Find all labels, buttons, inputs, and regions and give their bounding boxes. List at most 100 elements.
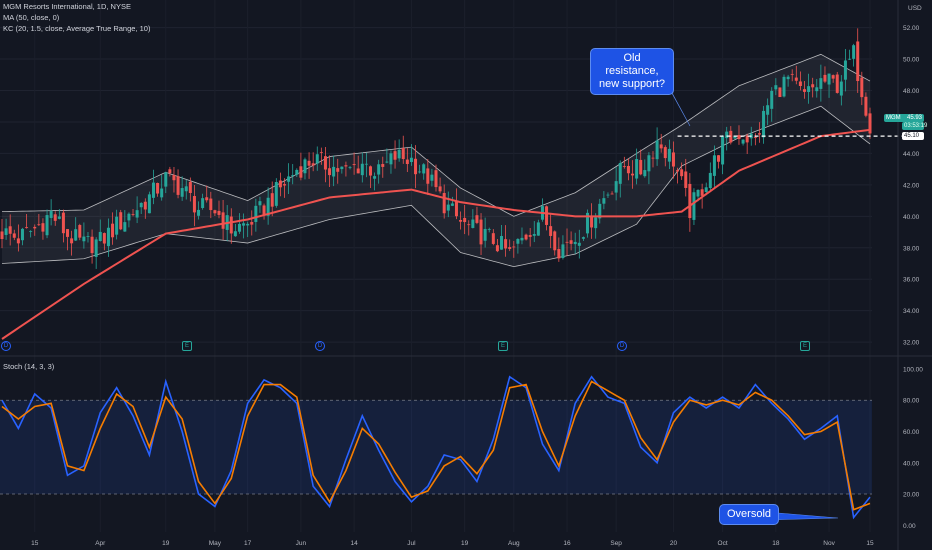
candle-body: [229, 216, 233, 234]
candle-body: [111, 223, 115, 238]
time-tick-label: Aug: [508, 540, 520, 547]
candle-body: [553, 231, 557, 251]
candle-body: [475, 215, 479, 223]
candle-body: [479, 219, 483, 245]
candle-body: [860, 77, 864, 98]
candle-body: [585, 212, 589, 234]
price-tick-label: 44.00: [903, 151, 920, 158]
candle-body: [508, 247, 512, 249]
candle-body: [766, 105, 770, 115]
candle-body: [364, 163, 368, 165]
candle-body: [221, 212, 225, 229]
candle-body: [106, 227, 110, 247]
candle-body: [217, 210, 221, 215]
candle-body: [360, 163, 364, 176]
candle-body: [94, 239, 98, 257]
stoch-tick-label: 100.00: [903, 366, 923, 373]
ma-legend[interactable]: MA (50, close, 0): [3, 13, 60, 22]
candle-body: [397, 149, 401, 159]
candle-body: [721, 136, 725, 165]
candle-body: [184, 186, 188, 192]
candle-body: [438, 186, 442, 192]
symbol-title[interactable]: MGM Resorts International, 1D, NYSE: [3, 2, 131, 11]
candle-body: [340, 166, 344, 170]
candle-body: [86, 236, 90, 237]
candle-body: [549, 226, 553, 236]
stoch-k-line: [1, 375, 871, 520]
candle-body: [0, 231, 4, 240]
price-tick-label: 34.00: [903, 308, 920, 315]
dividend-icon[interactable]: D: [1, 341, 11, 351]
candle-body: [66, 229, 70, 237]
stoch-legend[interactable]: Stoch (14, 3, 3): [3, 362, 55, 371]
candle-body: [454, 200, 458, 217]
candle-body: [78, 225, 82, 238]
price-tick-label: 32.00: [903, 340, 920, 347]
candle-body: [774, 85, 778, 90]
candle-body: [70, 238, 74, 244]
candle-body: [131, 214, 135, 215]
candle-body: [356, 168, 360, 174]
candle-body: [827, 73, 831, 85]
earnings-icon[interactable]: E: [800, 341, 810, 351]
candle-body: [442, 192, 446, 214]
earnings-icon[interactable]: E: [182, 341, 192, 351]
candle-body: [135, 210, 139, 218]
dividend-icon[interactable]: D: [315, 341, 325, 351]
candle-body: [782, 76, 786, 97]
candle-body: [811, 84, 815, 88]
candle-body: [688, 183, 692, 219]
candle-body: [843, 60, 847, 80]
time-tick-label: 14: [350, 540, 358, 547]
earnings-icon[interactable]: E: [498, 341, 508, 351]
candle-body: [25, 227, 29, 229]
currency-label[interactable]: USD: [908, 5, 922, 12]
candle-body: [532, 234, 536, 236]
candle-body: [139, 202, 143, 208]
last-price: 45.93: [906, 115, 922, 121]
candle-body: [712, 155, 716, 176]
candle-body: [422, 164, 426, 174]
candle-body: [151, 182, 155, 198]
kc-legend[interactable]: KC (20, 1.5, close, Average True Range, …: [3, 24, 151, 33]
candle-body: [237, 223, 241, 232]
candle-body: [459, 219, 463, 222]
candle-body: [180, 188, 184, 197]
candle-body: [848, 58, 852, 60]
candle-body: [434, 170, 438, 188]
candle-body: [651, 157, 655, 159]
candle-body: [725, 131, 729, 139]
candle-body: [242, 223, 246, 226]
candle-body: [704, 187, 708, 193]
candle-body: [802, 89, 806, 92]
level-price-label: 45.10: [902, 132, 924, 140]
candle-body: [631, 173, 635, 176]
candle-body: [868, 113, 872, 134]
candle-body: [197, 209, 201, 216]
candle-body: [348, 167, 352, 169]
time-tick-label: 18: [772, 540, 780, 547]
dividend-icon[interactable]: D: [617, 341, 627, 351]
candle-body: [188, 181, 192, 193]
candle-body: [520, 237, 524, 241]
candle-body: [160, 188, 164, 198]
candle-body: [545, 206, 549, 225]
candle-body: [287, 176, 291, 182]
candle-body: [684, 171, 688, 188]
price-tick-label: 52.00: [903, 25, 920, 32]
stoch-tick-label: 20.00: [903, 492, 920, 499]
candle-body: [430, 174, 434, 181]
resistance-callout[interactable]: Old resistance, new support?: [590, 48, 674, 95]
candle-body: [90, 236, 94, 254]
candle-body: [401, 148, 405, 160]
keltner-channel: [1, 53, 871, 268]
candle-body: [635, 159, 639, 179]
candle-body: [737, 135, 741, 140]
candle-body: [708, 172, 712, 189]
candle-body: [667, 148, 671, 162]
oversold-callout[interactable]: Oversold: [719, 504, 779, 525]
time-tick-label: Jul: [407, 540, 416, 547]
candle-body: [528, 235, 532, 237]
candle-body: [471, 219, 475, 228]
